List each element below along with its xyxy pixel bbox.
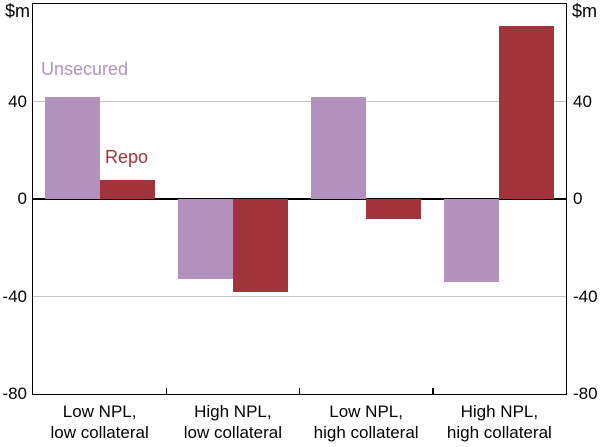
- y-tick-right--80: -80: [573, 384, 598, 403]
- series-label-unsecured: Unsecured: [41, 59, 129, 79]
- x-axis-tick-2: [298, 388, 301, 394]
- x-category-label-3: High NPL, high collateral: [446, 402, 552, 442]
- y-tick-left--40: -40: [2, 286, 27, 306]
- bar-unsecured-0: [44, 96, 100, 199]
- bar-repo-0: [99, 179, 155, 199]
- y-tick-left--80: -80: [2, 384, 27, 403]
- bar-repo-3: [499, 25, 555, 199]
- y-axis-unit-right: $m: [572, 1, 598, 21]
- series-label-repo: Repo: [105, 147, 149, 167]
- x-axis-tick-3: [432, 388, 434, 394]
- bar-unsecured-2: [311, 96, 367, 199]
- plot-area: Unsecured Repo: [32, 3, 567, 395]
- y-axis-unit-left: $m: [4, 1, 30, 21]
- bar-unsecured-3: [444, 199, 500, 282]
- bar-unsecured-1: [177, 199, 233, 280]
- zero-line: [33, 198, 566, 200]
- x-category-label-2: Low NPL, high collateral: [313, 402, 419, 442]
- y-tick-left-0: 0: [17, 189, 27, 208]
- y-tick-right-0: 0: [573, 189, 583, 208]
- y-tick-left-40: 40: [8, 91, 27, 111]
- bar-repo-1: [232, 199, 288, 292]
- x-category-label-1: High NPL, low collateral: [183, 402, 282, 442]
- gridline--40: [33, 296, 566, 297]
- y-tick-right--40: -40: [573, 286, 598, 306]
- bar-repo-2: [366, 199, 422, 219]
- x-axis-tick-1: [165, 388, 167, 394]
- x-category-label-0: Low NPL, low collateral: [50, 402, 149, 442]
- gridline-40: [33, 101, 566, 102]
- y-tick-right-40: 40: [573, 91, 592, 111]
